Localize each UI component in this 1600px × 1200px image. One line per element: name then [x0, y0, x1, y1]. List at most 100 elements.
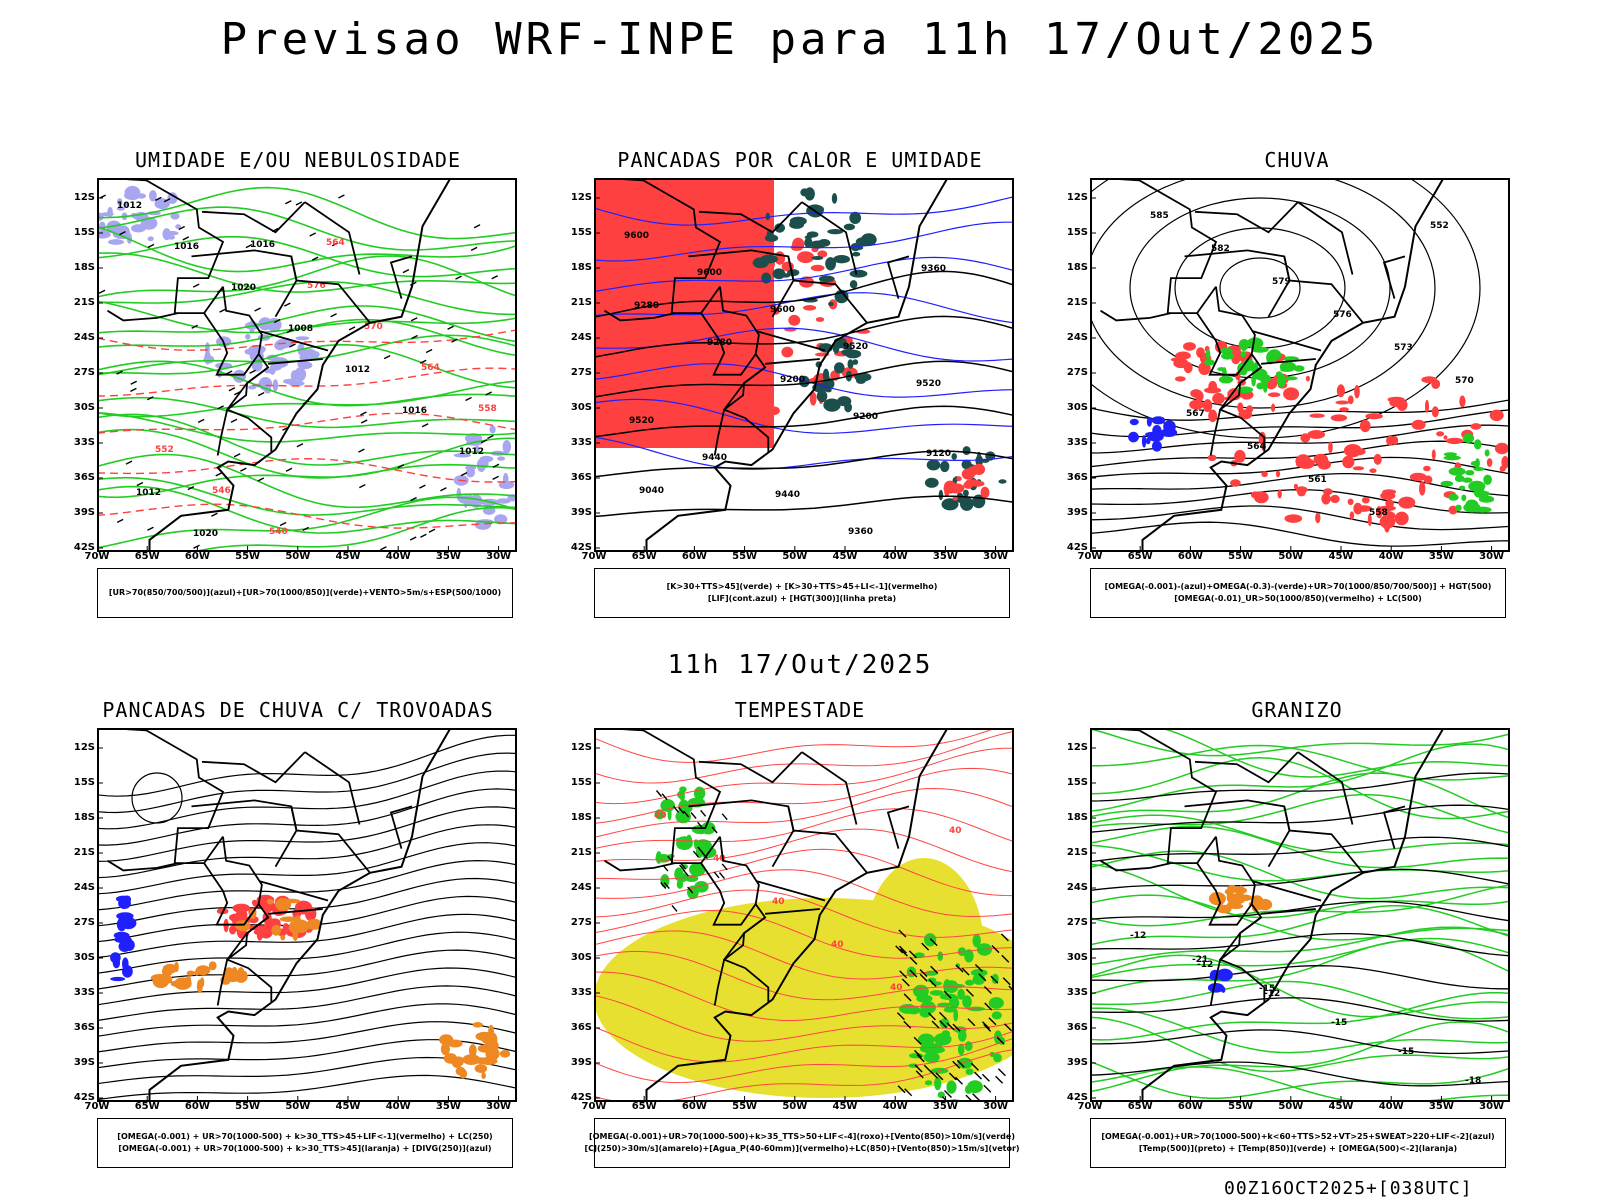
- lat-tick-label: 42S: [570, 542, 592, 553]
- contour-line: [594, 450, 1014, 478]
- rain-area: [1475, 458, 1480, 469]
- wind-vector: [410, 496, 417, 502]
- wind-vector: [425, 348, 433, 354]
- lon-tick-label: 55W: [1228, 1101, 1254, 1112]
- border-line: [259, 880, 329, 902]
- panel-5-legend-line: [CJ(250)>30m/s](amarelo)+[Agua_P(40-60mm…: [584, 1144, 1020, 1153]
- thunderstorm-area: [186, 970, 195, 976]
- border-line: [389, 255, 413, 299]
- contour-label: 1012: [459, 447, 484, 457]
- border-line: [107, 309, 179, 322]
- wind-vector: [296, 443, 304, 448]
- wind-vector: [182, 236, 190, 241]
- lon-tick-label: 70W: [581, 551, 607, 562]
- border-line: [604, 728, 722, 864]
- contour-line: [594, 256, 1014, 293]
- wind-vector: [428, 528, 436, 533]
- wind-vector: [451, 338, 458, 343]
- strong-wind-area: [988, 997, 1004, 1009]
- thunderstorm-area: [174, 961, 179, 973]
- panel-2-title: PANCADAS POR CALOR E UMIDADE: [617, 148, 983, 172]
- lat-tick-label: 24S: [73, 882, 95, 893]
- wind-vector: [718, 872, 726, 880]
- map-frame: [1090, 178, 1510, 552]
- lat-tick-label: 18S: [1066, 812, 1088, 823]
- rain-area: [1369, 468, 1377, 474]
- contour-line: [1090, 997, 1510, 1022]
- strong-wind-area: [693, 839, 699, 847]
- wind-vector: [898, 945, 907, 954]
- thunderstorm-area: [475, 1031, 493, 1041]
- instability-area: [944, 480, 956, 492]
- lat-tick-label: 15S: [73, 227, 95, 238]
- border-line: [1100, 309, 1172, 322]
- border-line: [801, 751, 858, 825]
- omega-area: [1228, 903, 1244, 909]
- rain-area: [1367, 513, 1372, 527]
- wind-vector: [492, 463, 500, 468]
- lat-tick-label: 36S: [570, 1022, 592, 1033]
- lon-tick-label: 40W: [385, 1101, 411, 1112]
- moisture-area: [772, 268, 786, 280]
- strong-wind-area: [689, 862, 706, 877]
- contour-line: [594, 1037, 1014, 1084]
- wind-vector: [660, 882, 667, 889]
- moisture-area: [941, 498, 959, 511]
- contour-label: 561: [1308, 475, 1327, 485]
- lon-tick-label: 35W: [435, 551, 461, 562]
- omega-area: [1251, 899, 1259, 913]
- wind-vector: [492, 475, 499, 481]
- rain-area: [1205, 348, 1211, 361]
- lat-tick-label: 42S: [73, 542, 95, 553]
- border-line: [756, 330, 826, 352]
- contour-line: [594, 398, 1014, 434]
- strong-wind-area: [964, 949, 974, 963]
- rain-area: [1204, 387, 1222, 394]
- rain-area: [1307, 430, 1326, 439]
- contour-line: [97, 367, 517, 397]
- humidity-area: [170, 212, 180, 220]
- border-line: [107, 178, 225, 314]
- contour-line: [97, 734, 517, 797]
- wind-vector: [978, 973, 987, 982]
- strong-wind-area: [693, 786, 706, 800]
- wind-vector: [930, 965, 939, 974]
- contour-label: -15: [1259, 984, 1275, 994]
- contour-line: [1174, 227, 1346, 349]
- rain-area: [1207, 454, 1217, 461]
- lon-tick-label: 50W: [1278, 1101, 1304, 1112]
- thunderstorm-area: [456, 1056, 464, 1066]
- contour-line: [1090, 1029, 1510, 1055]
- instability-area: [810, 264, 825, 272]
- wind-vector: [233, 453, 241, 458]
- strong-wind-area: [957, 1043, 965, 1056]
- wind-vector: [952, 1060, 961, 1069]
- wind-vector: [721, 813, 728, 821]
- wind-vector: [284, 200, 292, 205]
- lat-tick-label: 15S: [1066, 227, 1088, 238]
- contour-line: [594, 405, 1014, 438]
- wind-vector: [420, 533, 427, 538]
- omega-area: [1227, 892, 1236, 903]
- lon-tick-label: 50W: [782, 1101, 808, 1112]
- lat-tick-label: 39S: [570, 1057, 592, 1068]
- rain-area: [1128, 431, 1139, 443]
- contour-label: 1012: [117, 201, 142, 211]
- lon-tick-label: 70W: [581, 1101, 607, 1112]
- contour-label: 40: [772, 897, 785, 907]
- wind-vector: [903, 1020, 912, 1029]
- contour-label: 546: [212, 486, 231, 496]
- rain-area: [1204, 359, 1215, 366]
- map-frame: [594, 178, 1014, 552]
- thunderstorm-area: [194, 969, 199, 976]
- moisture-area: [847, 359, 854, 369]
- wind-vector: [119, 230, 126, 236]
- moisture-area: [827, 229, 844, 235]
- lat-tick-label: 21S: [73, 297, 95, 308]
- border-line: [1184, 799, 1291, 868]
- lon-tick-label: 35W: [932, 1101, 958, 1112]
- wind-vector: [974, 964, 983, 972]
- border-line: [226, 366, 269, 411]
- rain-area: [1268, 392, 1281, 397]
- wind-vector: [330, 313, 337, 318]
